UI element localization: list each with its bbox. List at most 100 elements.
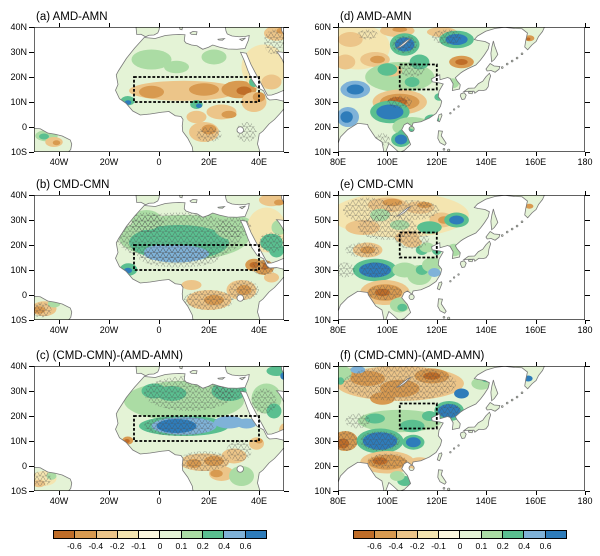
- anomaly-blob: [338, 54, 356, 70]
- y-tick-right-f: [585, 391, 590, 392]
- colorbar-segment: [139, 531, 161, 538]
- x-tick-e: [436, 320, 438, 324]
- significance-hatch: [179, 451, 229, 471]
- x-tick-top-a: [209, 23, 210, 27]
- y-tick-f: [333, 491, 338, 492]
- x-tick-top-d: [486, 23, 488, 27]
- coastline: [190, 32, 197, 35]
- anomaly-blob: [397, 303, 408, 312]
- coastline: [511, 228, 513, 230]
- y-tick-c: [29, 391, 34, 392]
- significance-hatch: [259, 232, 284, 253]
- x-tick-b: [209, 320, 210, 324]
- coastline: [486, 64, 500, 73]
- significance-hatch: [399, 62, 425, 77]
- colorbar-segment: [181, 531, 204, 538]
- coastline: [521, 221, 523, 223]
- significance-hatch: [367, 285, 403, 300]
- anomaly-blob: [399, 419, 425, 433]
- x-tick-b: [109, 320, 110, 324]
- y-tick-label-c-4: 0: [21, 461, 27, 471]
- y-tick-c: [29, 416, 34, 417]
- coastline: [450, 452, 451, 454]
- map-panel-a: [34, 27, 284, 152]
- colorbar-segment: [396, 531, 418, 538]
- y-tick-f: [333, 441, 338, 442]
- x-tick-label-f-4: 160E: [525, 496, 547, 506]
- coastline: [180, 27, 183, 30]
- x-tick-top-f: [436, 362, 438, 366]
- y-tick-label-e-0: 60N: [314, 190, 331, 200]
- y-tick-right-b: [284, 220, 289, 221]
- significance-hatch: [144, 416, 214, 436]
- y-tick-label-c-0: 40N: [10, 361, 27, 371]
- colorbar-segment: [481, 531, 504, 538]
- x-tick-top-c: [109, 362, 110, 366]
- anomaly-blob: [196, 103, 203, 108]
- x-tick-label-c-1: 20W: [99, 496, 119, 506]
- study-region-box: [134, 245, 259, 270]
- y-tick-right-c: [284, 416, 289, 417]
- coastline: [448, 149, 450, 151]
- y-tick-b: [29, 245, 34, 246]
- significance-hatch: [436, 403, 462, 419]
- x-tick-d: [387, 152, 389, 156]
- x-tick-label-b-1: 20W: [99, 325, 119, 335]
- coastline: [437, 114, 442, 122]
- significance-hatch: [129, 212, 164, 233]
- x-tick-top-f: [338, 362, 339, 366]
- y-tick-right-d: [585, 27, 590, 28]
- colorbar-tick-label: 0.6: [239, 541, 252, 551]
- colorbar-tick-label: 0.1: [475, 541, 488, 551]
- colorbar-segment: [224, 531, 246, 538]
- x-tick-top-d: [338, 23, 339, 27]
- y-tick-label-e-2: 40N: [314, 240, 331, 250]
- y-tick-right-b: [284, 245, 289, 246]
- y-tick-label-b-3: 10N: [10, 265, 27, 275]
- coastline: [116, 195, 285, 320]
- coastline: [516, 57, 518, 59]
- y-tick-label-d-1: 50N: [314, 47, 331, 57]
- colorbar-tick-label: 0.4: [518, 541, 531, 551]
- x-tick-d: [436, 152, 438, 156]
- coastline: [190, 200, 197, 203]
- panel-title-b: (b) CMD-CMN: [36, 179, 110, 191]
- y-tick-label-a-3: 10N: [10, 97, 27, 107]
- x-tick-label-d-3: 140E: [475, 157, 497, 167]
- lake: [397, 206, 411, 216]
- lake: [237, 127, 243, 134]
- colorbar-segment: [503, 531, 525, 538]
- x-tick-label-d-2: 120E: [426, 157, 448, 167]
- significance-hatch: [342, 366, 457, 401]
- colorbar-tick-label: 0.4: [218, 541, 231, 551]
- coastline: [501, 406, 503, 408]
- y-tick-f: [333, 391, 338, 392]
- y-tick-f: [333, 416, 338, 417]
- coastline: [180, 195, 183, 198]
- x-tick-a: [209, 152, 210, 156]
- y-tick-right-a: [284, 77, 289, 78]
- panel-title-e: (e) CMD-CMN: [340, 179, 414, 191]
- anomaly-blob: [131, 49, 172, 70]
- y-tick-right-f: [585, 416, 590, 417]
- y-tick-right-b: [284, 320, 289, 321]
- coastline: [486, 403, 500, 412]
- x-tick-top-c: [159, 362, 160, 366]
- lake: [397, 38, 411, 48]
- y-tick-right-c: [284, 466, 289, 467]
- y-tick-label-e-5: 10N: [314, 315, 331, 325]
- colorbar-tick-label: 0: [457, 541, 463, 551]
- coastline: [486, 232, 500, 241]
- coastline: [218, 378, 225, 380]
- significance-hatch: [338, 431, 358, 451]
- x-tick-top-e: [338, 191, 339, 195]
- x-tick-label-f-3: 140E: [475, 496, 497, 506]
- y-tick-e: [333, 295, 338, 296]
- x-tick-label-a-4: 40E: [250, 157, 267, 167]
- coastline: [240, 377, 246, 380]
- x-tick-top-e: [436, 191, 438, 195]
- y-tick-label-a-2: 20N: [10, 72, 27, 82]
- anomaly-blob: [210, 469, 223, 478]
- coastline: [136, 27, 160, 37]
- y-tick-c: [29, 491, 34, 492]
